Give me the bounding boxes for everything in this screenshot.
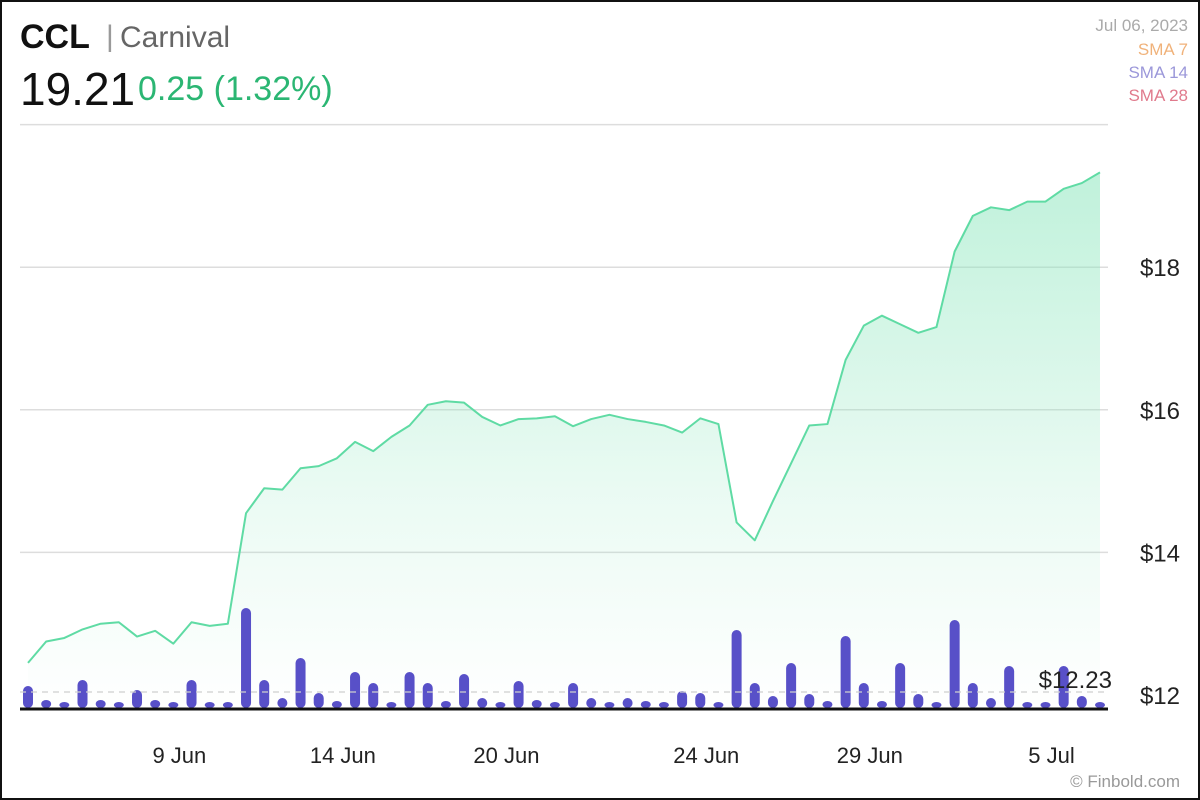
company-name: Carnival <box>120 21 231 54</box>
volume-bar <box>967 683 978 708</box>
volume-bar <box>604 702 615 708</box>
volume-bar <box>477 698 488 708</box>
x-tick-label: 14 Jun <box>310 743 376 768</box>
volume-bar <box>895 663 906 708</box>
volume-bar <box>495 702 506 708</box>
volume-bar <box>549 702 560 708</box>
volume-bar <box>295 658 306 708</box>
y-tick-label: $14 <box>1140 540 1180 567</box>
volume-bar <box>677 691 688 708</box>
volume-bar <box>822 701 833 708</box>
sma7-legend: SMA 7 <box>1137 40 1188 59</box>
x-tick-label: 24 Jun <box>673 743 739 768</box>
volume-bar <box>204 702 215 708</box>
volume-bar <box>77 680 88 708</box>
volume-bar <box>368 683 379 708</box>
ticker-symbol: CCL <box>20 18 90 56</box>
volume-bar <box>222 702 233 708</box>
volume-bar <box>1095 702 1105 708</box>
volume-bar <box>404 672 415 708</box>
volume-bar <box>459 674 470 708</box>
volume-bar <box>913 694 924 708</box>
volume-bar <box>767 696 778 708</box>
title-separator: | <box>106 20 114 53</box>
volume-bar <box>1040 702 1051 708</box>
x-tick-label: 5 Jul <box>1028 743 1074 768</box>
volume-bar <box>931 702 942 708</box>
volume-bar <box>95 700 106 708</box>
volume-label: $12.23 <box>1039 667 1112 694</box>
sma14-legend: SMA 14 <box>1128 63 1188 82</box>
volume-bar <box>440 701 451 708</box>
volume-bar <box>59 702 70 708</box>
volume-bar <box>695 693 706 708</box>
sma28-legend: SMA 28 <box>1128 86 1188 105</box>
volume-bar <box>840 636 851 708</box>
volume-bar <box>313 693 324 708</box>
volume-bar <box>531 700 542 708</box>
volume-bar <box>949 620 960 708</box>
volume-bar <box>876 701 887 708</box>
volume-bar <box>858 683 869 708</box>
volume-bar <box>622 698 633 708</box>
volume-bar <box>1022 702 1033 708</box>
volume-bar <box>1058 666 1069 708</box>
price-change: 0.25 (1.32%) <box>138 70 333 108</box>
y-tick-label: $16 <box>1140 398 1180 425</box>
volume-bar <box>41 700 52 708</box>
volume-bar <box>586 698 597 708</box>
volume-bar <box>713 702 724 708</box>
chart-date: Jul 06, 2023 <box>1095 16 1188 35</box>
volume-bar <box>804 694 815 708</box>
price-area <box>28 172 1100 709</box>
volume-bar <box>331 701 342 708</box>
volume-bar <box>186 680 197 708</box>
volume-bar <box>23 686 33 708</box>
volume-bar <box>150 700 161 708</box>
x-tick-label: 29 Jun <box>837 743 903 768</box>
x-tick-label: 9 Jun <box>152 743 206 768</box>
volume-bar <box>658 702 669 708</box>
volume-bar <box>241 608 252 708</box>
volume-bar <box>422 683 433 708</box>
volume-bar <box>786 663 797 708</box>
volume-bar <box>168 702 179 708</box>
x-tick-label: 20 Jun <box>473 743 539 768</box>
volume-bar <box>640 701 651 708</box>
volume-bar <box>749 683 760 708</box>
y-tick-label: $18 <box>1140 255 1180 282</box>
source-credit: © Finbold.com <box>1070 772 1180 791</box>
volume-bar <box>985 698 996 708</box>
volume-bar <box>350 672 361 708</box>
volume-bar <box>132 690 143 708</box>
volume-bar <box>568 683 579 708</box>
volume-bar <box>113 702 124 708</box>
volume-bar <box>1004 666 1015 708</box>
price-line <box>27 171 1101 664</box>
current-price: 19.21 <box>20 63 136 115</box>
volume-bar <box>1076 696 1087 708</box>
volume-bar <box>731 630 742 708</box>
volume-bar <box>386 702 397 708</box>
volume-bar <box>259 680 270 708</box>
volume-bar <box>277 698 288 708</box>
y-tick-label: $12 <box>1140 683 1180 710</box>
volume-bar <box>513 681 524 708</box>
